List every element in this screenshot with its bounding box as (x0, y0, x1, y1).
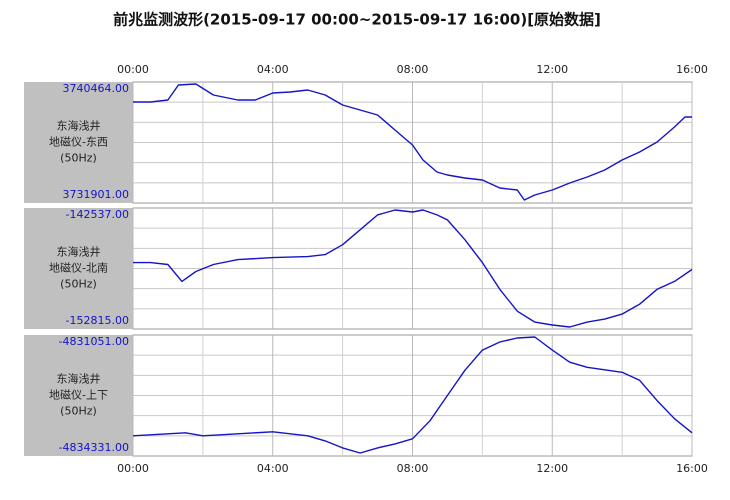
station-label: 东海浅井 (57, 372, 101, 386)
data-line (132, 336, 693, 454)
x-tick-label: 12:00 (536, 462, 568, 475)
station-label: 东海浅井 (57, 245, 101, 259)
x-tick-label: 04:00 (257, 462, 289, 475)
x-tick-label: 04:00 (257, 63, 289, 76)
data-line (133, 209, 693, 328)
y-tick-label: -4834331.00 (59, 441, 129, 454)
label-box (24, 82, 133, 203)
instrument-label: 地磁仪-北南 (49, 262, 108, 275)
rate-label: (50Hz) (60, 405, 97, 418)
y-tick-label: -142537.00 (66, 208, 129, 221)
instrument-label: 地磁仪-上下 (49, 389, 108, 402)
x-tick-label: 12:00 (536, 63, 568, 76)
chart-title: 前兆监测波形(2015-09-17 00:00~2015-09-17 16:00… (113, 11, 601, 29)
rate-label: (50Hz) (60, 152, 97, 165)
station-label: 东海浅井 (57, 119, 101, 133)
x-tick-label: 08:00 (397, 462, 429, 475)
label-box (24, 208, 133, 329)
y-tick-label: 3731901.00 (63, 188, 129, 201)
data-line (133, 83, 692, 201)
instrument-label: 地磁仪-东西 (49, 136, 108, 149)
x-tick-label: 16:00 (676, 462, 708, 475)
y-tick-label: 3740464.00 (63, 82, 129, 95)
rate-label: (50Hz) (60, 278, 97, 291)
y-tick-label: -4831051.00 (59, 335, 129, 348)
x-tick-label: 08:00 (397, 63, 429, 76)
x-tick-label: 16:00 (676, 63, 708, 76)
x-tick-label: 00:00 (117, 63, 149, 76)
x-tick-label: 00:00 (117, 462, 149, 475)
y-tick-label: -152815.00 (66, 314, 129, 327)
label-box (24, 335, 133, 456)
